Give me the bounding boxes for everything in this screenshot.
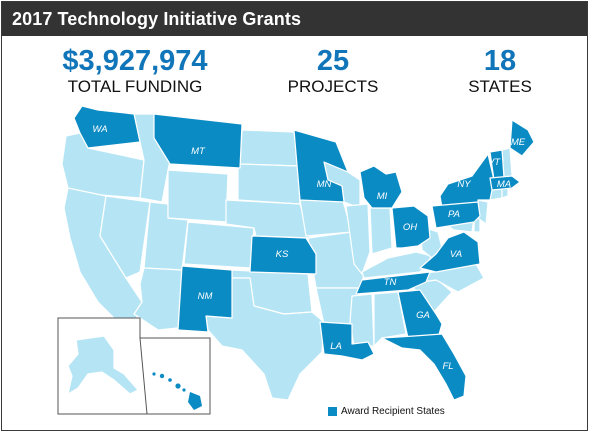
state-la [319,321,375,361]
state-sd [237,163,301,205]
state-label-mt: MT [191,146,206,157]
state-nv [99,195,151,279]
state-nm [177,265,233,333]
state-ga [397,289,443,339]
state-label-ma: MA [497,179,511,190]
state-label-ga: GA [416,310,430,321]
state-in [369,207,393,255]
state-wy [167,169,229,223]
stat-states: 18 STATES [454,46,546,96]
state-hi [152,372,202,410]
page-title: 2017 Technology Initiative Grants [12,9,302,29]
state-va [419,231,481,273]
state-label-ny: NY [457,179,471,190]
state-ak [67,335,139,395]
state-labels: WA MT MN MI ME VT NY MA PA OH KS VA TN N… [92,124,525,372]
state-label-ks: KS [276,249,289,260]
state-label-vt: VT [488,157,501,168]
inset-label-hi: HI [158,394,168,405]
state-co [183,221,255,269]
stat-value: 18 [483,45,517,77]
legend-label: Award Recipient States [341,406,445,417]
state-ma [489,175,521,191]
state-az [133,267,183,331]
state-label-mi: MI [377,191,388,202]
state-pa [431,201,481,229]
stat-label: TOTAL FUNDING [67,77,203,96]
legend-swatch [328,407,337,416]
state-tx [205,277,325,401]
state-label-me: ME [511,137,526,148]
state-al [373,291,407,347]
state-fl [381,333,467,401]
inset-box: HI [57,317,211,415]
non-recipient-states [61,113,513,401]
map-legend: Award Recipient States [328,406,445,417]
state-label-mn: MN [317,179,332,190]
state-label-wa: WA [92,124,107,135]
header-bar: 2017 Technology Initiative Grants [2,2,587,36]
stat-value: 25 [316,45,350,77]
state-label-oh: OH [403,222,417,233]
stat-label: STATES [468,77,532,96]
state-il [345,203,371,275]
state-nd [239,129,299,167]
state-label-nm: NM [198,291,213,302]
state-label-tn: TN [384,277,397,288]
state-wa [73,105,141,149]
state-me [509,119,535,157]
state-mo [307,231,365,289]
state-mi [359,165,403,209]
state-mn [293,129,349,203]
state-ks [249,235,317,275]
state-label-fl: FL [442,361,453,372]
stat-value: $3,927,974 [62,45,208,77]
us-map: HI WA MT MN MI ME VT NY MA PA OH KS VA T… [57,105,535,415]
state-label-va: VA [450,249,462,260]
stat-projects: 25 PROJECTS [281,46,385,96]
state-ia [299,197,353,237]
state-label-pa: PA [448,209,460,220]
stat-total-funding: $3,927,974 TOTAL FUNDING [60,46,210,96]
state-tn [355,271,431,295]
state-mt [153,113,243,169]
state-oh [391,205,431,249]
state-label-la: LA [330,341,342,352]
stat-label: PROJECTS [287,77,379,96]
state-ms [349,293,375,347]
recipient-states [73,105,535,401]
